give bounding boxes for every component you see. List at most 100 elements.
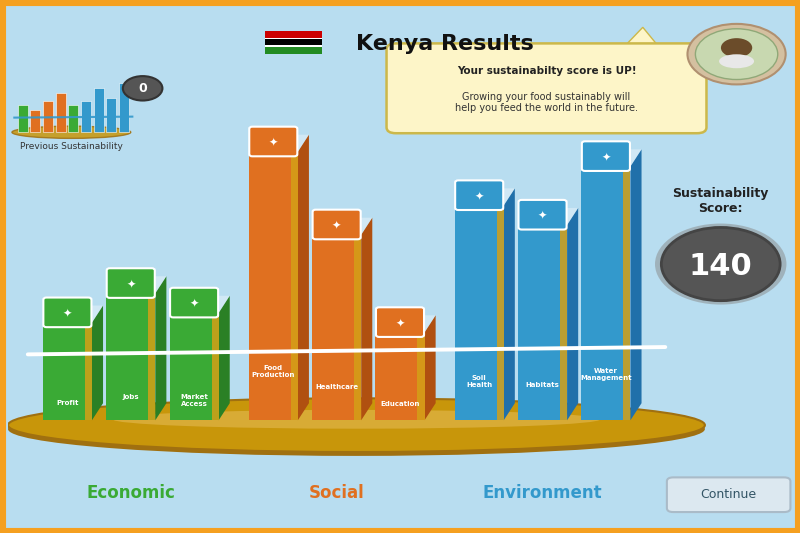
- Bar: [518, 225, 567, 421]
- Polygon shape: [504, 188, 515, 421]
- Text: ✦: ✦: [126, 279, 135, 289]
- Text: Jobs: Jobs: [122, 394, 139, 400]
- Circle shape: [695, 29, 778, 79]
- Circle shape: [687, 24, 786, 84]
- Text: Education: Education: [380, 401, 420, 407]
- Bar: [582, 166, 630, 421]
- Ellipse shape: [12, 126, 130, 139]
- FancyBboxPatch shape: [106, 268, 154, 298]
- Text: ✦: ✦: [395, 318, 405, 328]
- Text: ✦: ✦: [190, 299, 198, 309]
- Bar: [354, 235, 361, 421]
- Polygon shape: [43, 305, 103, 322]
- Text: 0: 0: [138, 82, 147, 95]
- Polygon shape: [567, 208, 578, 421]
- Bar: [30, 110, 41, 132]
- Text: ✦: ✦: [332, 221, 342, 231]
- Text: ✦: ✦: [269, 138, 278, 148]
- Polygon shape: [361, 217, 372, 421]
- Ellipse shape: [8, 402, 705, 456]
- Text: ✦: ✦: [62, 309, 72, 319]
- FancyBboxPatch shape: [376, 308, 424, 337]
- Circle shape: [721, 38, 752, 58]
- Polygon shape: [582, 149, 642, 166]
- Bar: [119, 84, 129, 132]
- FancyBboxPatch shape: [386, 43, 706, 133]
- FancyBboxPatch shape: [518, 200, 566, 230]
- FancyBboxPatch shape: [667, 478, 790, 512]
- Polygon shape: [518, 208, 578, 225]
- Bar: [266, 31, 322, 38]
- Bar: [266, 46, 322, 54]
- Polygon shape: [218, 296, 230, 421]
- Text: ✦: ✦: [538, 211, 547, 221]
- FancyBboxPatch shape: [250, 127, 298, 156]
- Polygon shape: [375, 316, 436, 333]
- Bar: [18, 106, 28, 132]
- Text: ✦: ✦: [474, 191, 484, 201]
- Bar: [497, 206, 504, 421]
- FancyBboxPatch shape: [582, 141, 630, 171]
- Text: ✦: ✦: [602, 152, 610, 163]
- Text: Profit: Profit: [56, 400, 78, 406]
- Polygon shape: [425, 316, 436, 421]
- Text: Continue: Continue: [701, 488, 757, 501]
- Polygon shape: [312, 217, 372, 235]
- Polygon shape: [92, 305, 103, 421]
- Bar: [418, 333, 425, 421]
- Bar: [312, 235, 361, 421]
- Text: Economic: Economic: [86, 484, 175, 503]
- Text: Growing your food sustainably will
help you feed the world in the future.: Growing your food sustainably will help …: [455, 92, 638, 113]
- Text: Habitats: Habitats: [526, 382, 559, 388]
- Polygon shape: [170, 296, 230, 313]
- Polygon shape: [298, 135, 309, 421]
- Text: Previous Sustainability: Previous Sustainability: [20, 142, 122, 151]
- Bar: [81, 101, 91, 132]
- Text: Healthcare: Healthcare: [315, 384, 358, 390]
- Bar: [454, 206, 504, 421]
- Bar: [560, 225, 567, 421]
- Bar: [266, 45, 322, 47]
- FancyBboxPatch shape: [313, 209, 361, 239]
- Bar: [211, 313, 218, 421]
- Circle shape: [662, 228, 780, 301]
- Text: 140: 140: [689, 252, 753, 281]
- Polygon shape: [155, 276, 166, 421]
- Polygon shape: [454, 188, 515, 206]
- Bar: [85, 322, 92, 421]
- Bar: [148, 293, 155, 421]
- Bar: [106, 98, 117, 132]
- Bar: [170, 313, 218, 421]
- Polygon shape: [630, 149, 642, 421]
- Polygon shape: [249, 135, 309, 152]
- Text: Environment: Environment: [482, 484, 602, 503]
- Bar: [266, 31, 322, 54]
- Bar: [55, 93, 66, 132]
- Bar: [249, 152, 298, 421]
- FancyBboxPatch shape: [170, 288, 218, 317]
- Polygon shape: [622, 27, 661, 49]
- Text: Water
Management: Water Management: [580, 368, 632, 381]
- Polygon shape: [106, 276, 166, 293]
- Ellipse shape: [8, 398, 705, 452]
- Text: Your sustainabilty score is UP!: Your sustainabilty score is UP!: [457, 66, 636, 76]
- Bar: [68, 106, 78, 132]
- Bar: [266, 38, 322, 39]
- Bar: [43, 101, 53, 132]
- Text: Social: Social: [309, 484, 365, 503]
- FancyBboxPatch shape: [455, 180, 503, 210]
- Bar: [106, 293, 155, 421]
- Ellipse shape: [113, 410, 600, 429]
- Circle shape: [123, 76, 162, 101]
- Circle shape: [655, 223, 786, 304]
- Bar: [43, 322, 92, 421]
- Text: Soil
Health: Soil Health: [466, 375, 492, 388]
- Text: Food
Production: Food Production: [252, 366, 295, 378]
- Bar: [623, 166, 630, 421]
- Bar: [94, 88, 104, 132]
- Bar: [375, 333, 425, 421]
- Bar: [290, 152, 298, 421]
- Text: Sustainability
Score:: Sustainability Score:: [673, 187, 769, 215]
- Text: Market
Access: Market Access: [180, 394, 208, 407]
- Text: Kenya Results: Kenya Results: [357, 35, 534, 54]
